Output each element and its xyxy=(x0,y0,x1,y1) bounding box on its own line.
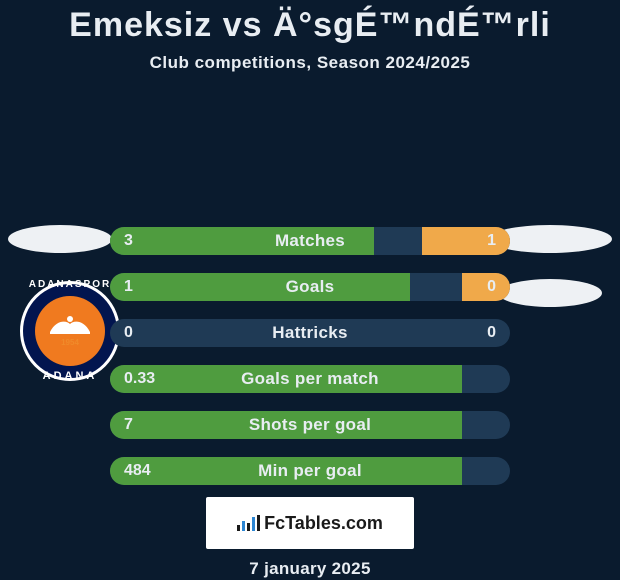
stat-right-value: 1 xyxy=(487,232,496,250)
source-badge: FcTables.com xyxy=(204,495,416,551)
badge-bottom-text: ADANA xyxy=(20,370,120,382)
footer-date: 7 january 2025 xyxy=(249,559,370,579)
stat-left-value: 3 xyxy=(124,232,133,250)
stat-left-value: 1 xyxy=(124,278,133,296)
source-text: FcTables.com xyxy=(264,513,383,534)
badge-top-text: ADANASPOR xyxy=(20,279,120,290)
stat-row: Goals per match0.33 xyxy=(110,365,510,393)
stat-label: Matches xyxy=(110,231,510,251)
stat-right-value: 0 xyxy=(487,278,496,296)
stat-left-value: 484 xyxy=(124,462,151,480)
stat-right-value: 0 xyxy=(487,324,496,342)
bar-chart-icon xyxy=(237,515,260,531)
stat-left-value: 0.33 xyxy=(124,370,155,388)
stat-label: Min per goal xyxy=(110,461,510,481)
stat-row: Shots per goal7 xyxy=(110,411,510,439)
badge-year: 1954 xyxy=(61,338,79,347)
stat-left-value: 0 xyxy=(124,324,133,342)
page-title: Emeksiz vs Ä°sgÉ™ndÉ™rli xyxy=(0,0,620,45)
stat-row: Goals1 0 xyxy=(110,273,510,301)
comparison-card: Emeksiz vs Ä°sgÉ™ndÉ™rli Club competitio… xyxy=(0,0,620,580)
open-book-icon xyxy=(48,314,92,336)
stat-label: Goals xyxy=(110,277,510,297)
stat-row: Hattricks0 0 xyxy=(110,319,510,347)
stat-left-value: 7 xyxy=(124,416,133,434)
subtitle: Club competitions, Season 2024/2025 xyxy=(0,53,620,73)
stat-row: Min per goal484 xyxy=(110,457,510,485)
stat-label: Goals per match xyxy=(110,369,510,389)
club-badge: ADANASPOR 1954 ADANA xyxy=(20,281,120,381)
stat-row: Matches3 1 xyxy=(110,227,510,255)
stat-label: Shots per goal xyxy=(110,415,510,435)
left-club-placeholder xyxy=(8,225,112,253)
badge-inner: 1954 xyxy=(35,296,105,366)
right-club-placeholder-2 xyxy=(498,279,602,307)
stat-label: Hattricks xyxy=(110,323,510,343)
stats-bars: Matches31Goals10Hattricks00Goals per mat… xyxy=(110,227,510,503)
